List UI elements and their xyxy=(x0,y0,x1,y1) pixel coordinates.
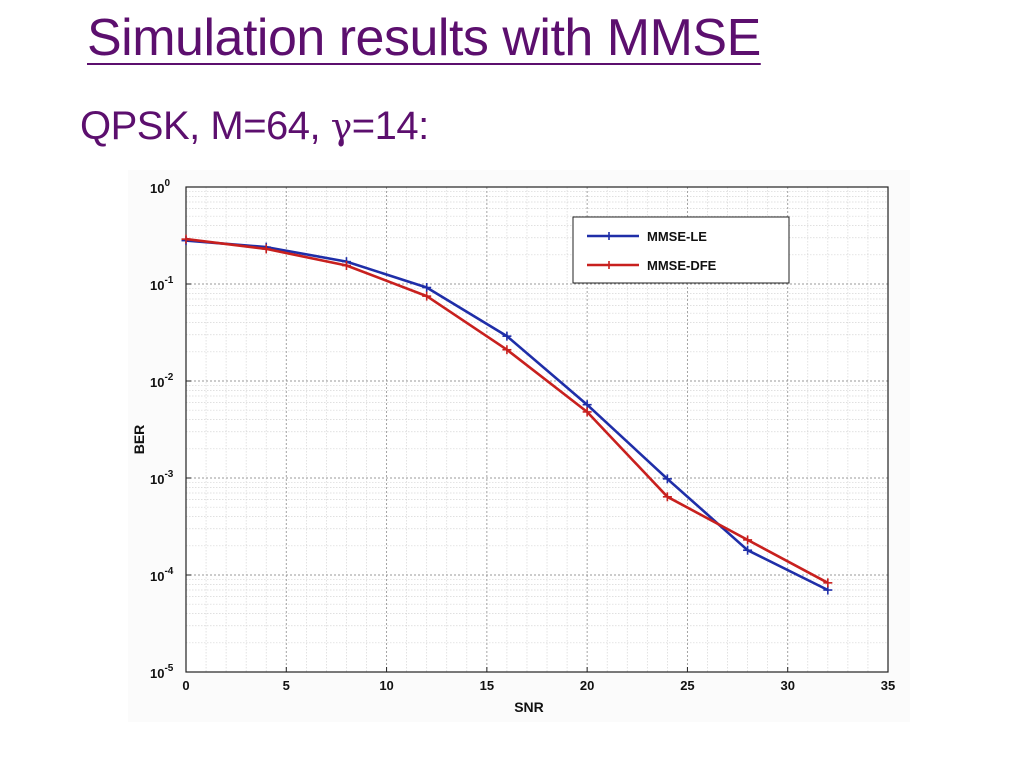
x-tick-label: 0 xyxy=(182,678,189,693)
data-point-mmse-dfe xyxy=(181,234,191,244)
data-point-mmse-dfe xyxy=(502,345,512,355)
data-point-mmse-dfe xyxy=(823,578,833,588)
y-axis-title: BER xyxy=(131,425,147,455)
x-axis-title: SNR xyxy=(514,699,544,715)
x-tick-label: 20 xyxy=(580,678,594,693)
data-point-mmse-dfe xyxy=(582,407,592,417)
data-point-mmse-le xyxy=(662,474,672,484)
legend-box xyxy=(572,216,790,284)
x-tick-label: 25 xyxy=(680,678,694,693)
legend-label-mmse-dfe: MMSE-DFE xyxy=(647,258,717,273)
y-tick-exponent: 0 xyxy=(164,178,170,189)
subtitle-gamma-symbol: γ xyxy=(330,107,353,148)
data-point-mmse-le xyxy=(422,283,432,293)
y-tick-base: 10 xyxy=(150,666,164,681)
y-tick-exponent: -2 xyxy=(164,372,173,383)
y-tick-label: 10-2 xyxy=(150,372,174,390)
subtitle-prefix: QPSK, M=64, xyxy=(80,104,331,148)
y-tick-base: 10 xyxy=(150,181,164,196)
subtitle-suffix: =14: xyxy=(351,104,429,148)
y-tick-exponent: -4 xyxy=(164,566,173,577)
y-tick-base: 10 xyxy=(150,278,164,293)
legend-label-mmse-le: MMSE-LE xyxy=(647,229,707,244)
y-tick-label: 10-5 xyxy=(150,663,174,681)
x-tick-label: 15 xyxy=(480,678,494,693)
y-tick-base: 10 xyxy=(150,569,164,584)
x-tick-label: 35 xyxy=(881,678,895,693)
y-tick-exponent: -5 xyxy=(164,663,173,674)
data-point-mmse-le xyxy=(502,331,512,341)
y-tick-label: 10-1 xyxy=(150,275,174,293)
x-tick-label: 30 xyxy=(780,678,794,693)
y-tick-label: 10-3 xyxy=(150,469,174,487)
data-point-mmse-dfe xyxy=(662,492,672,502)
data-point-mmse-dfe xyxy=(422,291,432,301)
y-tick-label: 10-4 xyxy=(150,566,174,584)
axes-frame xyxy=(185,186,889,673)
y-tick-label: 100 xyxy=(150,178,170,196)
data-point-mmse-dfe xyxy=(743,535,753,545)
x-tick-label: 5 xyxy=(283,678,290,693)
y-tick-exponent: -3 xyxy=(164,469,173,480)
y-tick-base: 10 xyxy=(150,472,164,487)
ber-chart: 0 5 10 15 20 25 30 35 100 10-1 10-2 10-3 10-4 10-5 SNR… xyxy=(128,170,910,722)
data-point-mmse-dfe xyxy=(261,244,271,254)
y-tick-base: 10 xyxy=(150,375,164,390)
y-tick-exponent: -1 xyxy=(164,275,173,286)
slide-subtitle: QPSK, M=64, γ=14: xyxy=(80,104,429,149)
data-point-mmse-le xyxy=(743,545,753,555)
data-point-mmse-dfe xyxy=(341,261,351,271)
slide-title: Simulation results with MMSE xyxy=(87,9,761,67)
x-tick-label: 10 xyxy=(379,678,393,693)
chart-svg: 0 5 10 15 20 25 30 3510010-110-210-310-410-5SNR… xyxy=(131,178,895,715)
